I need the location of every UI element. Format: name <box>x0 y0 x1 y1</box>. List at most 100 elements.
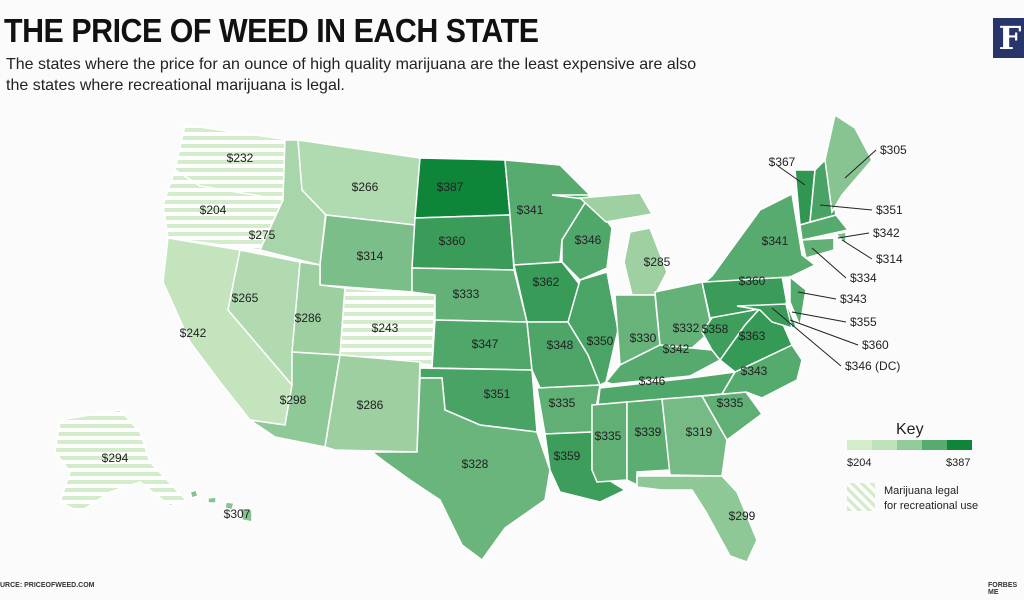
leader-line-ma <box>837 232 870 239</box>
state-mn[interactable] <box>504 159 591 266</box>
price-label-wi: $346 <box>575 233 602 247</box>
price-label-oh: $332 <box>673 321 700 335</box>
key-swatch <box>897 440 922 450</box>
price-label-wv: $358 <box>702 322 729 336</box>
state-nc[interactable] <box>701 344 803 399</box>
state-ms[interactable] <box>591 401 628 483</box>
state-hi[interactable] <box>207 496 217 504</box>
state-ma[interactable] <box>799 214 850 241</box>
state-hi[interactable] <box>224 501 235 511</box>
price-label-nc: $343 <box>741 364 768 378</box>
price-label-ms: $335 <box>595 429 622 443</box>
legal-label-line1: Marijuana legal <box>884 485 959 497</box>
price-label-co: $243 <box>372 321 399 335</box>
price-label-ga: $319 <box>686 425 713 439</box>
price-label-ri: $314 <box>876 252 903 266</box>
key-swatch <box>947 440 972 450</box>
price-label-ma: $342 <box>873 226 900 240</box>
state-me[interactable] <box>824 113 873 215</box>
state-mi[interactable] <box>578 192 654 223</box>
state-ri[interactable] <box>834 231 847 247</box>
leader-line-nh <box>819 204 873 211</box>
price-label-mi: $285 <box>644 255 671 269</box>
state-tx[interactable] <box>369 377 551 562</box>
leader-line-md <box>789 319 859 346</box>
price-label-ct: $334 <box>850 271 877 285</box>
legal-swatch <box>847 483 875 511</box>
price-label-in: $330 <box>630 331 657 345</box>
price-label-wy: $314 <box>357 249 384 263</box>
price-label-tn: $346 <box>639 374 666 388</box>
leader-line-de <box>791 311 847 323</box>
state-ct[interactable] <box>801 237 835 259</box>
price-label-vt: $367 <box>769 155 796 169</box>
state-hi[interactable] <box>239 507 253 523</box>
state-fl[interactable] <box>636 475 758 563</box>
leader-line-dc <box>771 307 842 367</box>
key-title: Key <box>896 421 924 438</box>
price-label-mn: $341 <box>517 203 544 217</box>
leader-line-ct <box>811 247 847 279</box>
price-label-wa: $232 <box>227 151 254 165</box>
subtitle: The states where the price for an ounce … <box>6 56 697 94</box>
leader-line-nj <box>797 291 837 300</box>
price-label-sc: $335 <box>717 396 744 410</box>
price-label-pa: $360 <box>739 274 766 288</box>
state-ny[interactable] <box>702 192 817 283</box>
price-label-il: $350 <box>587 334 614 348</box>
price-label-va: $363 <box>739 329 766 343</box>
state-nm[interactable] <box>324 354 421 453</box>
state-oh[interactable] <box>654 281 713 349</box>
price-label-ok: $351 <box>484 387 511 401</box>
leader-line-me <box>844 149 877 179</box>
price-label-nh: $351 <box>876 203 903 217</box>
key-swatch <box>922 440 947 450</box>
state-ak[interactable] <box>54 409 188 513</box>
state-wy[interactable] <box>319 214 416 293</box>
price-label-nd: $387 <box>437 180 464 194</box>
price-label-fl: $299 <box>729 509 756 523</box>
state-hi[interactable] <box>189 489 199 499</box>
price-label-ar: $335 <box>549 396 576 410</box>
price-label-md: $360 <box>862 338 889 352</box>
key-swatch <box>872 440 897 450</box>
price-label-ca: $242 <box>180 326 207 340</box>
price-label-or: $204 <box>200 203 227 217</box>
price-label-la: $359 <box>554 449 581 463</box>
leader-line-vt <box>777 165 806 186</box>
state-il[interactable] <box>567 271 619 387</box>
price-label-ia: $362 <box>533 275 560 289</box>
credit-note: FORBES ME <box>988 582 1018 596</box>
page-title: THE PRICE OF WEED IN EACH STATE <box>4 12 539 49</box>
price-label-dc: $346 (DC) <box>845 359 900 373</box>
state-ga[interactable] <box>661 395 728 477</box>
price-label-ny: $341 <box>762 234 789 248</box>
price-label-ks: $347 <box>472 337 499 351</box>
key-swatch <box>847 440 872 450</box>
price-label-ne: $333 <box>453 287 480 301</box>
price-label-ut: $286 <box>295 311 322 325</box>
state-md[interactable] <box>736 303 794 330</box>
price-label-al: $339 <box>635 425 662 439</box>
price-label-nv: $265 <box>232 291 259 305</box>
price-label-nm: $286 <box>357 398 384 412</box>
price-label-nj: $343 <box>840 292 867 306</box>
price-label-hi: $307 <box>224 507 251 521</box>
price-label-de: $355 <box>850 315 877 329</box>
price-label-me: $305 <box>880 143 907 157</box>
price-label-id: $275 <box>249 228 276 242</box>
price-label-mt: $266 <box>352 180 379 194</box>
key-min-label: $204 <box>847 457 871 469</box>
forbes-logo: F <box>993 18 1024 58</box>
price-label-az: $298 <box>280 393 307 407</box>
leader-line-ri <box>841 239 873 260</box>
price-label-sd: $360 <box>439 234 466 248</box>
legal-label-line2: for recreational use <box>884 500 978 512</box>
price-label-ak: $294 <box>102 451 129 465</box>
map-key: Key $204 $387 Marijuana legal for recrea… <box>847 421 978 512</box>
source-note: URCE: PRICEOFWEED.COM <box>0 582 95 589</box>
price-label-ky: $342 <box>663 342 690 356</box>
price-label-mo: $348 <box>547 338 574 352</box>
price-label-tx: $328 <box>462 457 489 471</box>
